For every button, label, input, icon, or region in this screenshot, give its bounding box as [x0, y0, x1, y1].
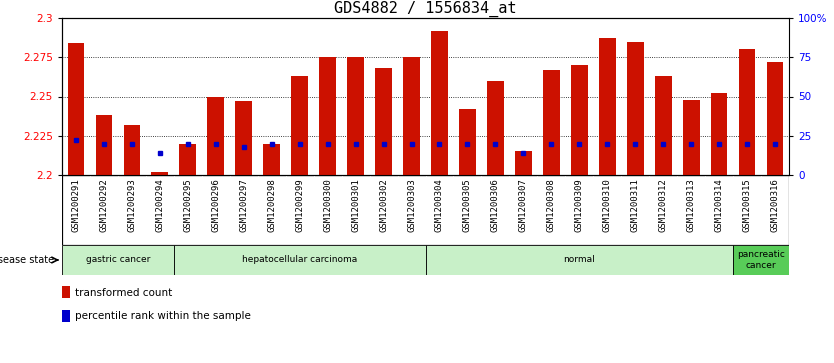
Text: GSM1200316: GSM1200316 — [771, 179, 780, 232]
Text: GSM1200292: GSM1200292 — [99, 179, 108, 232]
Bar — [571, 65, 588, 175]
Text: percentile rank within the sample: percentile rank within the sample — [75, 311, 251, 321]
Text: disease state: disease state — [0, 255, 53, 265]
Bar — [655, 76, 671, 175]
Text: GSM1200309: GSM1200309 — [575, 179, 584, 232]
Text: GSM1200291: GSM1200291 — [72, 179, 80, 232]
Text: GSM1200308: GSM1200308 — [547, 179, 555, 232]
Text: normal: normal — [564, 256, 595, 265]
Text: GSM1200314: GSM1200314 — [715, 179, 724, 232]
Text: GSM1200294: GSM1200294 — [155, 179, 164, 232]
Bar — [431, 30, 448, 175]
Text: GSM1200301: GSM1200301 — [351, 179, 360, 232]
Text: GSM1200299: GSM1200299 — [295, 179, 304, 232]
Bar — [123, 125, 140, 175]
Bar — [152, 172, 168, 175]
Text: GSM1200296: GSM1200296 — [211, 179, 220, 232]
Text: transformed count: transformed count — [75, 287, 173, 298]
Bar — [683, 99, 700, 175]
Bar — [739, 49, 756, 175]
Text: GSM1200303: GSM1200303 — [407, 179, 416, 232]
Text: GSM1200311: GSM1200311 — [631, 179, 640, 232]
Bar — [459, 109, 476, 175]
Bar — [62, 286, 70, 298]
Text: GSM1200313: GSM1200313 — [686, 179, 696, 232]
Bar — [347, 57, 364, 175]
Bar — [766, 62, 783, 175]
Text: GSM1200305: GSM1200305 — [463, 179, 472, 232]
Bar — [543, 70, 560, 175]
Bar — [291, 76, 308, 175]
Text: GSM1200302: GSM1200302 — [379, 179, 388, 232]
Bar — [733, 245, 789, 275]
Text: GSM1200298: GSM1200298 — [267, 179, 276, 232]
Bar — [487, 81, 504, 175]
Bar — [235, 101, 252, 175]
Text: hepatocellular carcinoma: hepatocellular carcinoma — [242, 256, 357, 265]
Bar — [96, 115, 113, 175]
Bar — [62, 245, 173, 275]
Bar — [208, 97, 224, 175]
Text: gastric cancer: gastric cancer — [86, 256, 150, 265]
Text: GSM1200304: GSM1200304 — [435, 179, 444, 232]
Bar — [375, 68, 392, 175]
Text: GSM1200315: GSM1200315 — [742, 179, 751, 232]
Bar — [599, 38, 615, 175]
Bar — [62, 310, 70, 322]
Title: GDS4882 / 1556834_at: GDS4882 / 1556834_at — [334, 0, 517, 17]
Bar — [179, 144, 196, 175]
Text: pancreatic
cancer: pancreatic cancer — [737, 250, 785, 270]
Text: GSM1200293: GSM1200293 — [128, 179, 137, 232]
Bar — [403, 57, 420, 175]
Text: GSM1200297: GSM1200297 — [239, 179, 249, 232]
Text: GSM1200295: GSM1200295 — [183, 179, 193, 232]
Bar — [173, 245, 425, 275]
Bar — [711, 93, 727, 175]
Text: GSM1200307: GSM1200307 — [519, 179, 528, 232]
Bar — [515, 151, 532, 175]
Bar — [627, 41, 644, 175]
Bar — [264, 144, 280, 175]
Bar — [68, 43, 84, 175]
Text: GSM1200300: GSM1200300 — [323, 179, 332, 232]
Bar — [319, 57, 336, 175]
Text: GSM1200312: GSM1200312 — [659, 179, 668, 232]
Text: GSM1200310: GSM1200310 — [603, 179, 612, 232]
Bar — [425, 245, 733, 275]
Text: GSM1200306: GSM1200306 — [491, 179, 500, 232]
